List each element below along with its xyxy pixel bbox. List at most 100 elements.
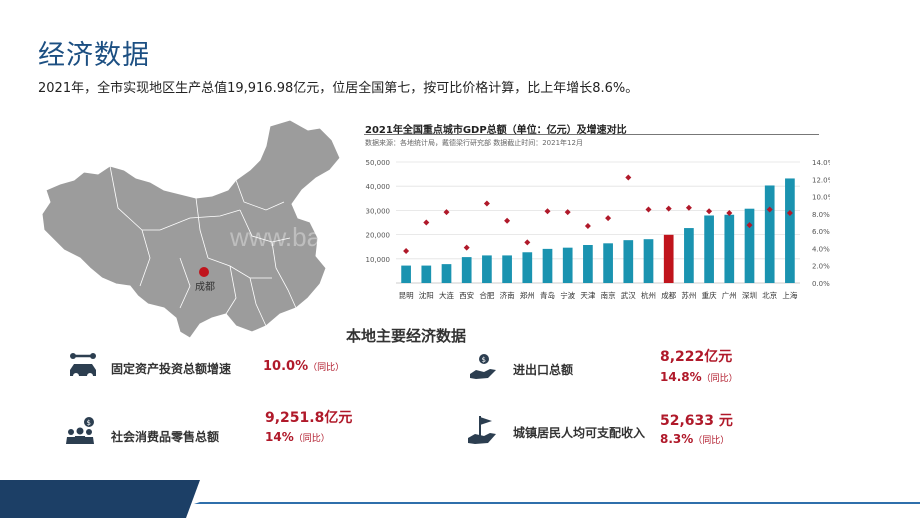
growth-point [726, 209, 733, 216]
left-axis-tick: 10,000 [366, 256, 391, 264]
bar [744, 208, 755, 283]
x-axis-label: 宁波 [560, 290, 575, 300]
bar [421, 265, 432, 283]
growth-point [625, 174, 632, 181]
x-axis-label: 郑州 [520, 290, 535, 300]
growth-point [746, 222, 753, 229]
growth-point [544, 208, 551, 215]
x-axis-label: 重庆 [702, 290, 718, 300]
bar [522, 252, 533, 283]
bar [643, 239, 654, 283]
stat-note: （同比） [293, 434, 330, 444]
car-wrench-icon [70, 353, 96, 379]
china-map-shape [41, 119, 341, 339]
bar [623, 240, 634, 283]
bar [724, 214, 735, 283]
province-borders [109, 165, 297, 327]
page-title: 经济数据 [38, 40, 150, 71]
x-axis-label: 上海 [782, 290, 797, 300]
left-axis-tick: 40,000 [366, 183, 391, 191]
stat-note: （同比） [693, 436, 730, 446]
svg-text:$: $ [87, 419, 91, 427]
growth-point [504, 217, 511, 224]
growth-point [665, 205, 672, 212]
stat-label: 进出口总额 [513, 363, 574, 377]
left-axis-tick: 20,000 [366, 232, 391, 240]
bar [603, 243, 613, 283]
x-axis-label: 合肥 [479, 290, 494, 300]
stat-label: 固定资产投资总额增速 [111, 362, 232, 376]
growth-point [423, 219, 430, 226]
x-axis-label: 沈阳 [419, 290, 434, 300]
growth-point [443, 209, 450, 216]
x-axis-label: 天津 [580, 291, 595, 300]
bar [562, 247, 573, 283]
x-axis-label: 成都 [661, 290, 676, 300]
chengdu-marker [199, 267, 209, 277]
bar [704, 215, 714, 283]
right-axis-tick: 6.0% [812, 228, 830, 236]
hand-flag-icon [468, 416, 496, 444]
right-axis-tick: 2.0% [812, 263, 830, 271]
x-axis-label: 北京 [762, 290, 777, 300]
left-axis-tick: 30,000 [366, 207, 391, 215]
growth-point [564, 209, 571, 216]
x-axis-label: 青岛 [540, 290, 555, 300]
bar [684, 228, 694, 283]
growth-point [403, 248, 410, 255]
china-map: www.baogao8.com 成都 [41, 119, 370, 339]
x-axis-label: 昆明 [399, 291, 414, 300]
stat-growth: 14% [265, 430, 294, 444]
bar [482, 255, 492, 283]
right-axis-tick: 12.0% [812, 176, 830, 184]
right-axis-tick: 14.0% [812, 159, 830, 167]
map-watermark: www.baogao8.com [229, 222, 370, 252]
x-axis-label: 苏州 [681, 290, 696, 300]
footer-bar [0, 480, 920, 518]
x-axis-label: 深圳 [742, 290, 757, 300]
left-axis-tick: 50,000 [366, 159, 391, 167]
stat-growth: 8.3% [660, 432, 694, 446]
gdp-chart: 50,000 40,000 30,000 20,000 10,000 14.0% 12.0%… [366, 159, 831, 300]
stat-growth: 14.8% [660, 370, 702, 384]
bar [583, 245, 593, 283]
right-axis-tick: 8.0% [812, 211, 830, 219]
stat-value: 8,222亿元 [660, 349, 733, 365]
bar [785, 178, 795, 283]
stat-label: 社会消费品零售总额 [111, 430, 220, 444]
x-axis-label: 杭州 [641, 290, 656, 300]
right-axis-tick: 0.0% [812, 280, 830, 288]
people-dollar-icon: $ [66, 417, 94, 444]
growth-point [483, 200, 490, 207]
chart-source: 数据来源：各地统计局，戴德梁行研究部 数据截止时间：2021年12月 [365, 139, 583, 147]
stat-note: （同比） [701, 374, 738, 384]
map-city-label: 成都 [195, 281, 215, 293]
growth-point [786, 209, 793, 216]
growth-point [706, 208, 713, 215]
bar [663, 234, 674, 283]
growth-point [584, 222, 591, 229]
growth-point [524, 239, 531, 246]
right-axis-tick: 4.0% [812, 245, 830, 253]
chart-title: 2021年全国重点城市GDP总额（单位：亿元）及增速对比 [365, 125, 627, 136]
bar [502, 255, 512, 283]
bar [441, 264, 452, 283]
stat-value: 52,633 元 [660, 413, 733, 429]
growth-point [645, 206, 652, 213]
section-heading: 本地主要经济数据 [346, 327, 467, 345]
bar [461, 257, 472, 283]
x-axis-label: 南京 [601, 290, 617, 300]
x-axis-label: 武汉 [621, 290, 636, 300]
growth-point [766, 206, 773, 213]
chart-title-rule [364, 134, 819, 135]
svg-text:$: $ [482, 356, 486, 364]
hand-coins-icon: $ [470, 354, 496, 379]
x-axis-label: 广州 [722, 290, 737, 300]
growth-point [685, 204, 692, 211]
stat-label: 城镇居民人均可支配收入 [513, 426, 646, 440]
x-axis-label: 大连 [439, 290, 454, 300]
bar [542, 248, 553, 283]
growth-point [463, 244, 470, 251]
stat-value: 10.0% [263, 359, 309, 374]
stat-value: 9,251.8亿元 [265, 410, 353, 426]
